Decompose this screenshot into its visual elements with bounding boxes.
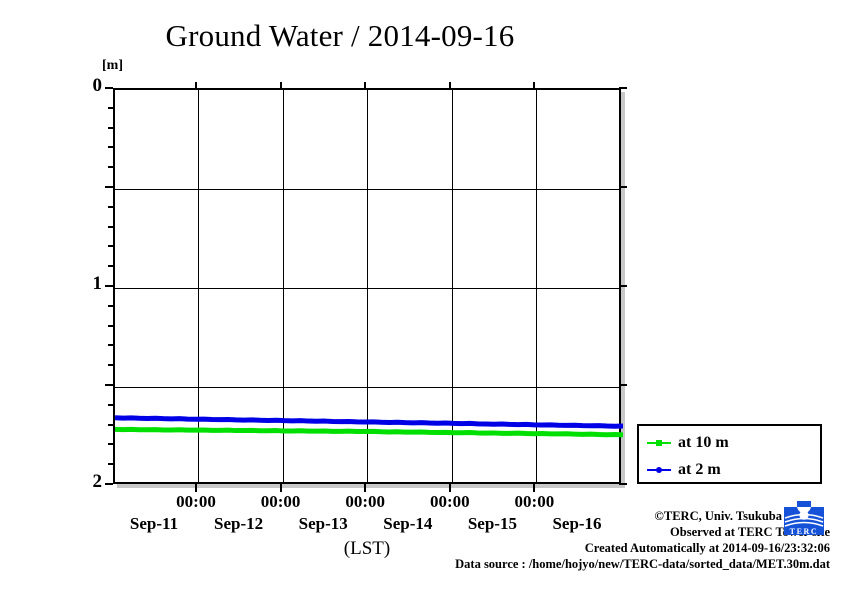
x-axis-tick-bottom	[364, 484, 367, 492]
x-axis-tick-bottom	[279, 484, 282, 492]
y-axis-tick-minor	[108, 166, 113, 169]
legend-item-label: at 10 m	[678, 434, 729, 451]
x-axis-time-label: 00:00	[514, 492, 555, 511]
x-axis-day-label: Sep-11	[129, 514, 179, 533]
data-series-line	[115, 426, 623, 438]
chart-plot-area	[113, 88, 623, 484]
page-title: Ground Water / 2014-09-16	[165, 18, 515, 53]
terc-logo-icon: TERC	[784, 501, 824, 535]
y-axis-tick-minor	[108, 403, 113, 406]
y-axis-tick-right	[619, 87, 627, 89]
x-axis-day-label: Sep-12	[214, 514, 264, 533]
legend-color-swatch-icon	[647, 437, 671, 449]
y-axis-tick-minor	[108, 324, 113, 327]
svg-text:TERC: TERC	[790, 527, 819, 535]
y-axis-tick-minor	[108, 146, 113, 149]
created-at-text: Created Automatically at 2014-09-16/23:3…	[584, 541, 830, 555]
x-axis-time-label: 00:00	[345, 492, 386, 511]
gridline-vertical	[367, 90, 369, 482]
y-axis-tick-minor	[108, 265, 113, 268]
legend-item-label: at 2 m	[678, 461, 721, 478]
y-axis-tick-minor	[108, 304, 113, 307]
gridline-horizontal	[115, 288, 619, 289]
x-axis-day-label: Sep-13	[298, 514, 348, 533]
x-axis-tick-top	[195, 82, 197, 89]
y-axis-tick-minor	[108, 126, 113, 129]
x-axis-tick-top	[279, 82, 282, 89]
y-axis-tick-right	[619, 483, 627, 485]
gridline-vertical	[282, 90, 284, 482]
plot-frame-shadow-right	[621, 92, 625, 488]
legend-item[interactable]: at 10 m	[647, 432, 729, 454]
y-axis-tick-major	[105, 87, 113, 89]
y-axis-tick-minor	[108, 463, 113, 466]
y-axis-tick-minor	[108, 225, 113, 228]
gridline-horizontal	[115, 387, 619, 388]
x-axis-day-label: Sep-16	[552, 514, 602, 533]
legend-item[interactable]: at 2 m	[647, 459, 721, 481]
observed-at-text: Observed at TERC Tower site	[670, 525, 830, 539]
y-axis-tick-minor	[108, 364, 113, 367]
x-axis-tick-top	[533, 82, 536, 89]
y-axis-tick-right	[619, 186, 627, 188]
footer-credits: ©TERC, Univ. Tsukuba Observed at TERC To…	[400, 508, 830, 572]
data-source-text: Data source : /home/hojyo/new/TERC-data/…	[455, 557, 830, 571]
x-axis-tick-top	[448, 82, 451, 89]
x-axis-tick-bottom	[448, 484, 451, 492]
y-axis-tick-label: 1	[92, 273, 103, 294]
chart-data-lines	[115, 415, 623, 438]
legend-color-swatch-icon	[647, 464, 671, 476]
x-axis-tick-bottom	[195, 484, 197, 492]
y-axis-tick-right	[619, 384, 627, 386]
y-axis-tick-minor	[108, 443, 113, 446]
y-axis-tick-right	[619, 285, 627, 287]
gridline-horizontal	[115, 189, 619, 190]
x-axis-time-label: 00:00	[260, 492, 301, 511]
y-axis-tick-label: 2	[92, 471, 103, 492]
data-series-line	[115, 415, 623, 429]
y-axis-tick-minor	[108, 106, 113, 109]
y-axis-tick-minor	[108, 245, 113, 248]
y-axis-tick-major	[105, 186, 113, 188]
x-axis-day-label: Sep-14	[383, 514, 433, 533]
gridline-vertical	[451, 90, 453, 482]
y-axis-tick-minor	[108, 344, 113, 347]
x-axis-day-label: Sep-15	[467, 514, 517, 533]
x-axis-title: (LST)	[343, 538, 391, 559]
y-axis-tick-label: 0	[92, 75, 103, 96]
gridline-vertical	[536, 90, 538, 482]
plot-frame-shadow-bottom	[117, 484, 625, 488]
x-axis-tick-top	[364, 82, 367, 89]
y-axis-tick-major	[105, 384, 113, 386]
chart-legend: at 10 m at 2 m	[637, 424, 822, 484]
y-axis-tick-minor	[108, 205, 113, 208]
y-axis-tick-major	[105, 285, 113, 287]
x-axis-time-label: 00:00	[176, 492, 216, 511]
x-axis-tick-bottom	[533, 484, 536, 492]
y-axis-tick-major	[105, 483, 113, 485]
y-axis-tick-minor	[108, 423, 113, 426]
gridline-vertical	[198, 90, 199, 482]
copyright-text: ©TERC, Univ. Tsukuba	[654, 509, 782, 523]
y-axis-unit-label: [m]	[102, 58, 123, 73]
x-axis-time-label: 00:00	[429, 492, 470, 511]
